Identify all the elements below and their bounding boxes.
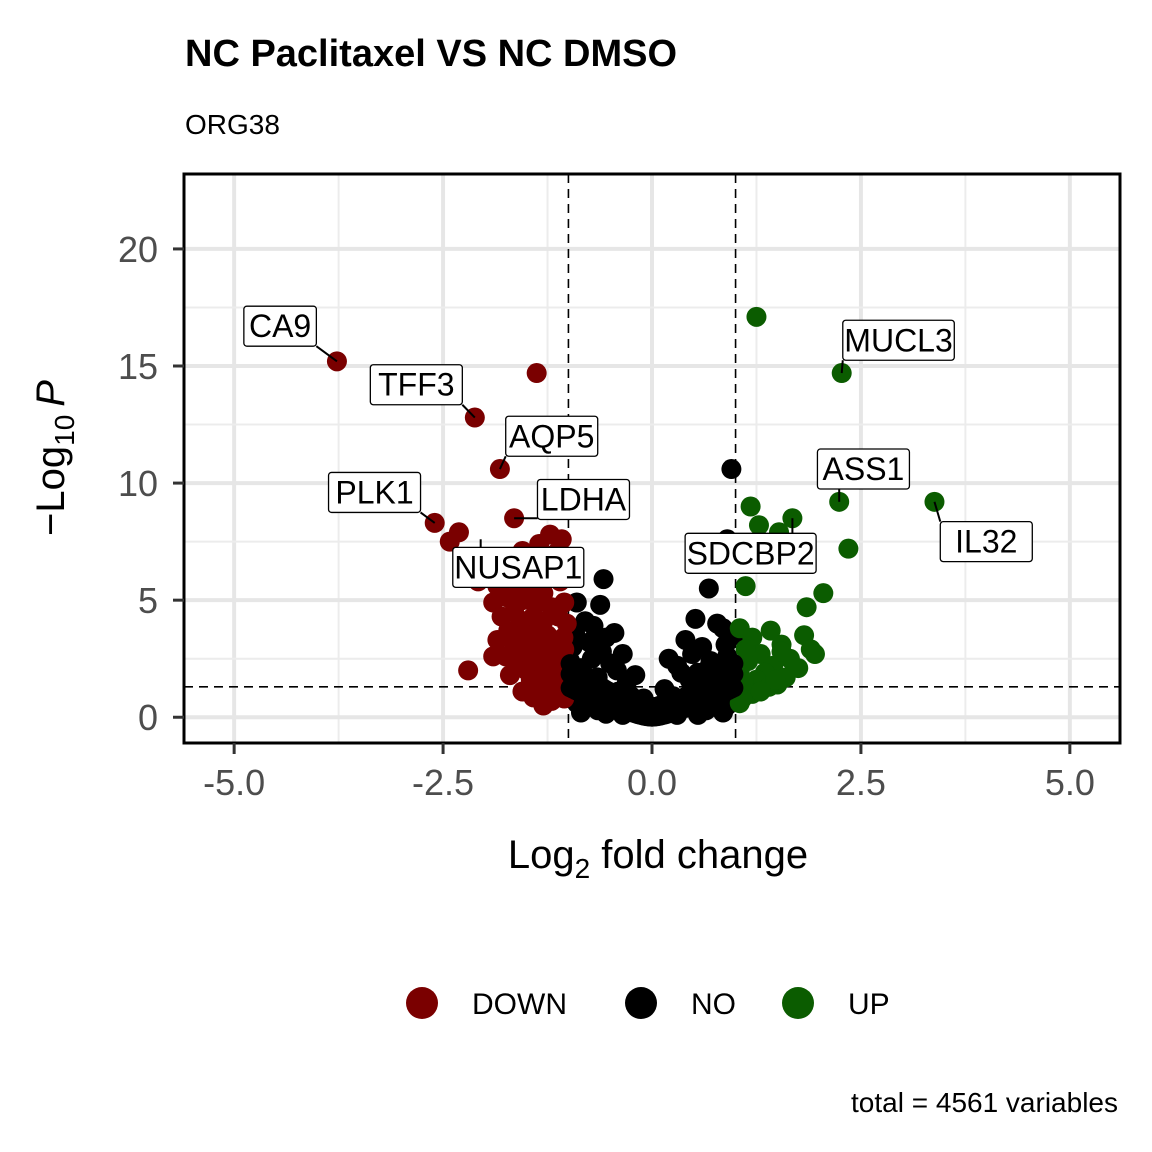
data-point-up bbox=[735, 639, 756, 660]
data-point-up bbox=[838, 538, 859, 559]
x-axis-title-sub: 2 bbox=[575, 853, 591, 884]
gene-labels: CA9 TFF3 AQP5 PLK1 LDHA NUSAP1 MUCL3 ASS1 IL32 SD… bbox=[243, 305, 1033, 589]
x-axis-title: Log2 fold change bbox=[508, 833, 808, 884]
label-connector bbox=[461, 404, 476, 419]
grid-lines bbox=[184, 174, 1120, 743]
data-point-down bbox=[526, 363, 547, 384]
x-tick-label: -2.5 bbox=[412, 762, 474, 803]
y-tick-label: 0 bbox=[138, 697, 158, 738]
gene-label: MUCL3 bbox=[844, 322, 952, 358]
data-point-down bbox=[553, 627, 574, 648]
caption: total = 4561 variables bbox=[851, 1087, 1118, 1118]
data-point-no bbox=[724, 654, 744, 674]
y-tick-label: 15 bbox=[118, 346, 158, 387]
label-box bbox=[842, 319, 955, 361]
label-box bbox=[536, 478, 631, 521]
label-box bbox=[243, 305, 318, 347]
data-point-up bbox=[796, 597, 817, 618]
label-connector bbox=[419, 511, 436, 524]
y-axis-title-italic: P bbox=[29, 380, 73, 407]
y-tick-label: 10 bbox=[118, 463, 158, 504]
data-point-up bbox=[735, 576, 756, 597]
y-tick-label: 20 bbox=[118, 229, 158, 270]
x-axis: -5.0 -2.5 0.0 2.5 5.0 bbox=[203, 743, 1095, 803]
y-axis-title-sub: 10 bbox=[49, 415, 80, 446]
data-point-no bbox=[698, 578, 719, 599]
legend-swatch-no bbox=[625, 987, 657, 1019]
label-box bbox=[327, 471, 422, 514]
x-axis-title-rest: fold change bbox=[590, 833, 808, 877]
data-point-no bbox=[581, 648, 602, 669]
x-tick-label: 5.0 bbox=[1045, 762, 1095, 803]
gene-label: ASS1 bbox=[823, 451, 905, 487]
legend-swatch-down bbox=[406, 987, 438, 1019]
data-point-up bbox=[750, 681, 771, 702]
y-axis-title: −Log10 P bbox=[29, 380, 80, 536]
data-point-down bbox=[508, 583, 529, 604]
label-box bbox=[505, 415, 599, 457]
chart-subtitle: ORG38 bbox=[185, 109, 280, 140]
label-box bbox=[939, 520, 1033, 563]
data-point-down bbox=[439, 531, 460, 552]
legend-swatch-up bbox=[782, 987, 814, 1019]
label-box bbox=[816, 448, 911, 490]
chart-title: NC Paclitaxel VS NC DMSO bbox=[185, 33, 677, 75]
data-point-no bbox=[721, 459, 742, 480]
data-point-up bbox=[746, 306, 767, 327]
y-tick-label: 5 bbox=[138, 580, 158, 621]
label-box bbox=[684, 532, 817, 574]
gene-label: IL32 bbox=[955, 524, 1017, 560]
data-point-down bbox=[458, 660, 479, 681]
data-point-no bbox=[713, 702, 734, 723]
data-point-down bbox=[533, 695, 554, 716]
x-tick-label: 2.5 bbox=[836, 762, 886, 803]
gene-label: LDHA bbox=[541, 481, 627, 517]
label-box bbox=[369, 364, 463, 406]
data-point-no bbox=[606, 660, 627, 681]
data-point-up bbox=[760, 620, 781, 641]
data-point-no bbox=[590, 594, 611, 615]
data-point-no bbox=[671, 662, 692, 683]
data-point-no bbox=[724, 678, 744, 698]
legend-label-up: UP bbox=[848, 988, 890, 1021]
data-point-up bbox=[771, 641, 792, 662]
data-point-up bbox=[729, 693, 750, 714]
x-axis-title-main: Log bbox=[508, 833, 575, 877]
label-box bbox=[452, 546, 585, 589]
data-point-down bbox=[487, 629, 508, 650]
label-connector bbox=[840, 360, 844, 374]
legend: DOWN NO UP bbox=[406, 987, 890, 1021]
data-point-no bbox=[682, 644, 703, 665]
data-point-no bbox=[570, 702, 591, 723]
gene-label: SDCBP2 bbox=[687, 535, 815, 571]
data-point-up bbox=[748, 515, 769, 536]
gene-label: TFF3 bbox=[378, 367, 454, 403]
label-connector bbox=[933, 501, 942, 522]
data-point-no bbox=[685, 608, 706, 629]
threshold-lines bbox=[184, 174, 1120, 743]
data-point-no bbox=[593, 569, 614, 590]
label-connector bbox=[498, 455, 507, 470]
label-connector bbox=[315, 345, 338, 363]
data-point-up bbox=[813, 583, 834, 604]
data-point-up bbox=[729, 618, 750, 639]
gene-label: PLK1 bbox=[335, 474, 413, 510]
x-tick-label: 0.0 bbox=[627, 762, 677, 803]
data-point-down bbox=[483, 646, 504, 667]
y-axis-title-prefix: −Log bbox=[29, 446, 73, 536]
y-axis: 0 5 10 15 20 bbox=[118, 229, 184, 738]
data-point-down bbox=[499, 665, 520, 686]
legend-label-down: DOWN bbox=[472, 988, 567, 1021]
gene-label: CA9 bbox=[249, 308, 311, 344]
x-tick-label: -5.0 bbox=[203, 762, 265, 803]
gene-label: AQP5 bbox=[509, 418, 594, 454]
legend-label-no: NO bbox=[691, 988, 736, 1021]
data-point-up bbox=[804, 644, 825, 665]
data-point-up bbox=[740, 496, 761, 517]
gene-label: NUSAP1 bbox=[454, 549, 582, 585]
data-point-up bbox=[765, 669, 786, 690]
data-point-no bbox=[583, 615, 604, 636]
